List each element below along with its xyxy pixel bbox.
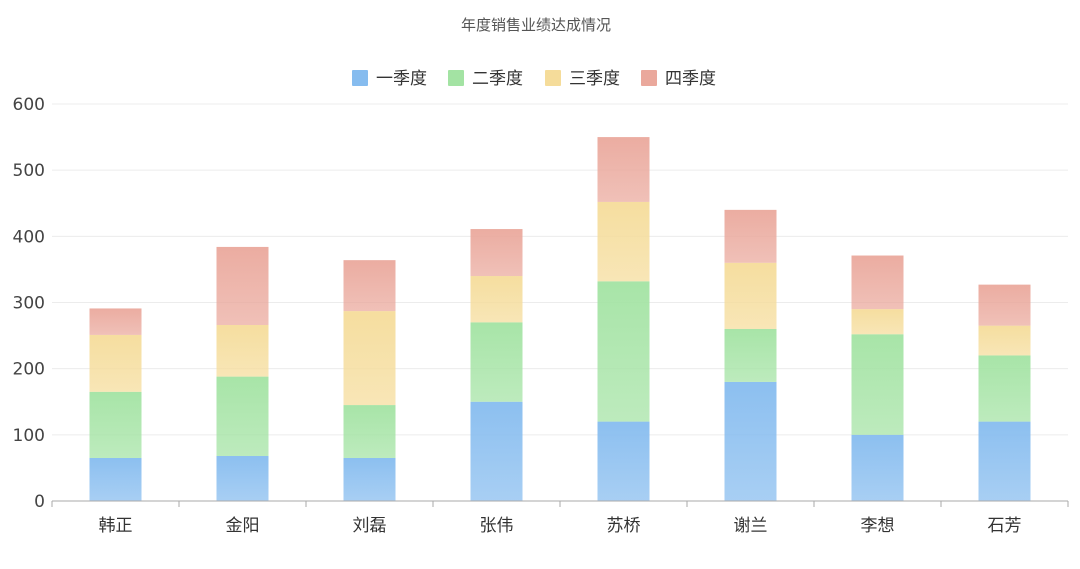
legend[interactable]: 一季度 二季度 三季度 四季度 bbox=[352, 69, 716, 89]
legend-item[interactable]: 三季度 bbox=[545, 69, 620, 89]
legend-label: 四季度 bbox=[665, 69, 716, 89]
bar-stack[interactable] bbox=[216, 246, 269, 501]
bar-segment[interactable] bbox=[978, 325, 1031, 356]
x-tick-label: 谢兰 bbox=[734, 516, 768, 536]
legend-label: 三季度 bbox=[569, 69, 620, 89]
bar-stack[interactable] bbox=[978, 284, 1031, 501]
y-tick-label: 600 bbox=[13, 95, 45, 115]
bar-stack[interactable] bbox=[851, 255, 904, 501]
bar-segment[interactable] bbox=[851, 334, 904, 435]
bar-segment[interactable] bbox=[216, 456, 269, 501]
bar-segment[interactable] bbox=[724, 328, 777, 382]
legend-label: 二季度 bbox=[472, 69, 523, 89]
x-tick-label: 张伟 bbox=[480, 516, 514, 536]
y-tick-label: 100 bbox=[13, 426, 45, 446]
grid-lines bbox=[52, 103, 1068, 436]
bar-segment[interactable] bbox=[597, 201, 650, 282]
bar-series[interactable] bbox=[89, 137, 1031, 501]
bar-segment[interactable] bbox=[343, 457, 396, 501]
bar-segment[interactable] bbox=[89, 457, 142, 501]
y-tick-label: 500 bbox=[13, 161, 45, 181]
x-axis: 韩正 金阳 刘磊 张伟 苏桥 谢兰 李想 石芳 bbox=[51, 500, 1069, 536]
bar-segment[interactable] bbox=[470, 276, 523, 323]
bar-segment[interactable] bbox=[724, 262, 777, 329]
bar-segment[interactable] bbox=[89, 391, 142, 458]
bar-segment[interactable] bbox=[470, 322, 523, 402]
bar-segment[interactable] bbox=[851, 434, 904, 501]
bar-segment[interactable] bbox=[851, 309, 904, 335]
legend-swatch bbox=[448, 70, 464, 86]
bar-segment[interactable] bbox=[89, 334, 142, 392]
bar-stack[interactable] bbox=[343, 260, 396, 501]
legend-item[interactable]: 一季度 bbox=[352, 69, 427, 89]
legend-swatch bbox=[352, 70, 368, 86]
bar-stack[interactable] bbox=[724, 209, 777, 501]
bar-segment[interactable] bbox=[216, 246, 269, 325]
bar-segment[interactable] bbox=[470, 401, 523, 501]
bar-segment[interactable] bbox=[216, 324, 269, 377]
x-tick-label: 韩正 bbox=[99, 516, 133, 536]
x-tick-label: 石芳 bbox=[988, 516, 1022, 536]
y-tick-label: 200 bbox=[13, 360, 45, 380]
bar-segment[interactable] bbox=[470, 229, 523, 277]
y-tick-label: 400 bbox=[13, 227, 45, 247]
legend-swatch bbox=[641, 70, 657, 86]
legend-item[interactable]: 四季度 bbox=[641, 69, 716, 89]
bar-segment[interactable] bbox=[724, 381, 777, 501]
bar-stack[interactable] bbox=[89, 308, 142, 501]
legend-label: 一季度 bbox=[376, 69, 427, 89]
bar-segment[interactable] bbox=[597, 421, 650, 501]
bar-segment[interactable] bbox=[724, 209, 777, 263]
bar-segment[interactable] bbox=[216, 376, 269, 457]
bar-segment[interactable] bbox=[343, 260, 396, 312]
y-tick-label: 0 bbox=[34, 492, 45, 512]
legend-item[interactable]: 二季度 bbox=[448, 69, 523, 89]
bar-segment[interactable] bbox=[597, 137, 650, 202]
x-tick-label: 刘磊 bbox=[353, 516, 387, 536]
bar-segment[interactable] bbox=[978, 421, 1031, 501]
bar-stack[interactable] bbox=[597, 137, 650, 501]
bar-segment[interactable] bbox=[978, 355, 1031, 422]
bar-segment[interactable] bbox=[978, 284, 1031, 326]
bar-segment[interactable] bbox=[343, 311, 396, 406]
x-tick-label: 李想 bbox=[861, 516, 895, 536]
bar-segment[interactable] bbox=[89, 308, 142, 335]
x-tick-label: 苏桥 bbox=[607, 516, 641, 536]
x-tick-label: 金阳 bbox=[226, 516, 260, 536]
bar-segment[interactable] bbox=[597, 281, 650, 422]
legend-swatch bbox=[545, 70, 561, 86]
bar-segment[interactable] bbox=[851, 255, 904, 310]
y-tick-label: 300 bbox=[13, 294, 45, 314]
bar-segment[interactable] bbox=[343, 405, 396, 458]
y-axis: 0 100 200 300 400 500 600 bbox=[13, 95, 45, 512]
bar-stack[interactable] bbox=[470, 229, 523, 501]
chart-title: 年度销售业绩达成情况 bbox=[461, 16, 611, 34]
